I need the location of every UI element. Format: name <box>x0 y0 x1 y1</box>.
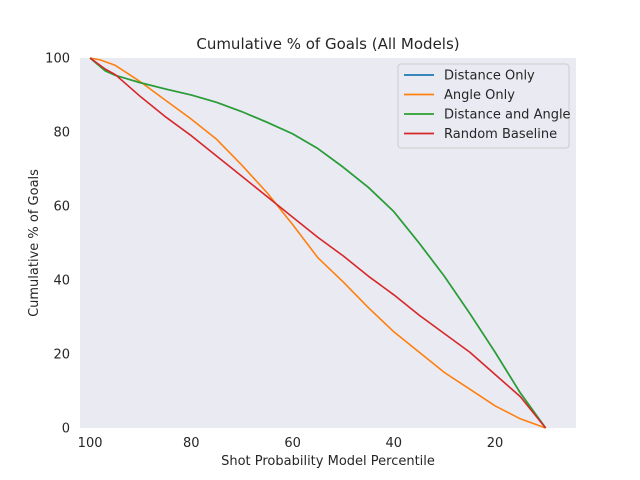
series-line-distance-and-angle <box>89 57 547 429</box>
y-tick-label: 0 <box>62 422 70 437</box>
x-tick-label: 40 <box>386 436 403 451</box>
legend-label: Random Baseline <box>444 127 557 142</box>
x-tick-labels: 100 80 60 40 20 <box>78 436 504 451</box>
legend-label: Distance Only <box>444 69 535 84</box>
x-tick-label: 80 <box>183 436 200 451</box>
legend: Distance Only Angle Only Distance and Angl… <box>397 63 571 149</box>
y-tick-label: 80 <box>53 126 70 141</box>
x-tick-label: 20 <box>487 436 504 451</box>
y-tick-label: 60 <box>53 200 70 215</box>
x-tick-label: 60 <box>284 436 301 451</box>
series-line-angle-only <box>89 57 546 429</box>
legend-box <box>397 63 570 149</box>
legend-label: Angle Only <box>444 88 515 103</box>
y-tick-label: 40 <box>53 274 70 289</box>
y-axis-label: Cumulative % of Goals <box>27 169 42 317</box>
x-tick-label: 100 <box>78 436 103 451</box>
legend-label: Distance and Angle <box>444 108 571 123</box>
series-lines <box>89 57 547 429</box>
y-tick-label: 100 <box>45 52 70 67</box>
y-tick-labels: 0 20 40 60 80 100 <box>45 52 70 437</box>
x-axis-label: Shot Probability Model Percentile <box>221 454 435 469</box>
y-tick-label: 20 <box>53 348 70 363</box>
series-line-random-baseline <box>89 57 547 429</box>
chart-title: Cumulative % of Goals (All Models) <box>196 35 459 53</box>
